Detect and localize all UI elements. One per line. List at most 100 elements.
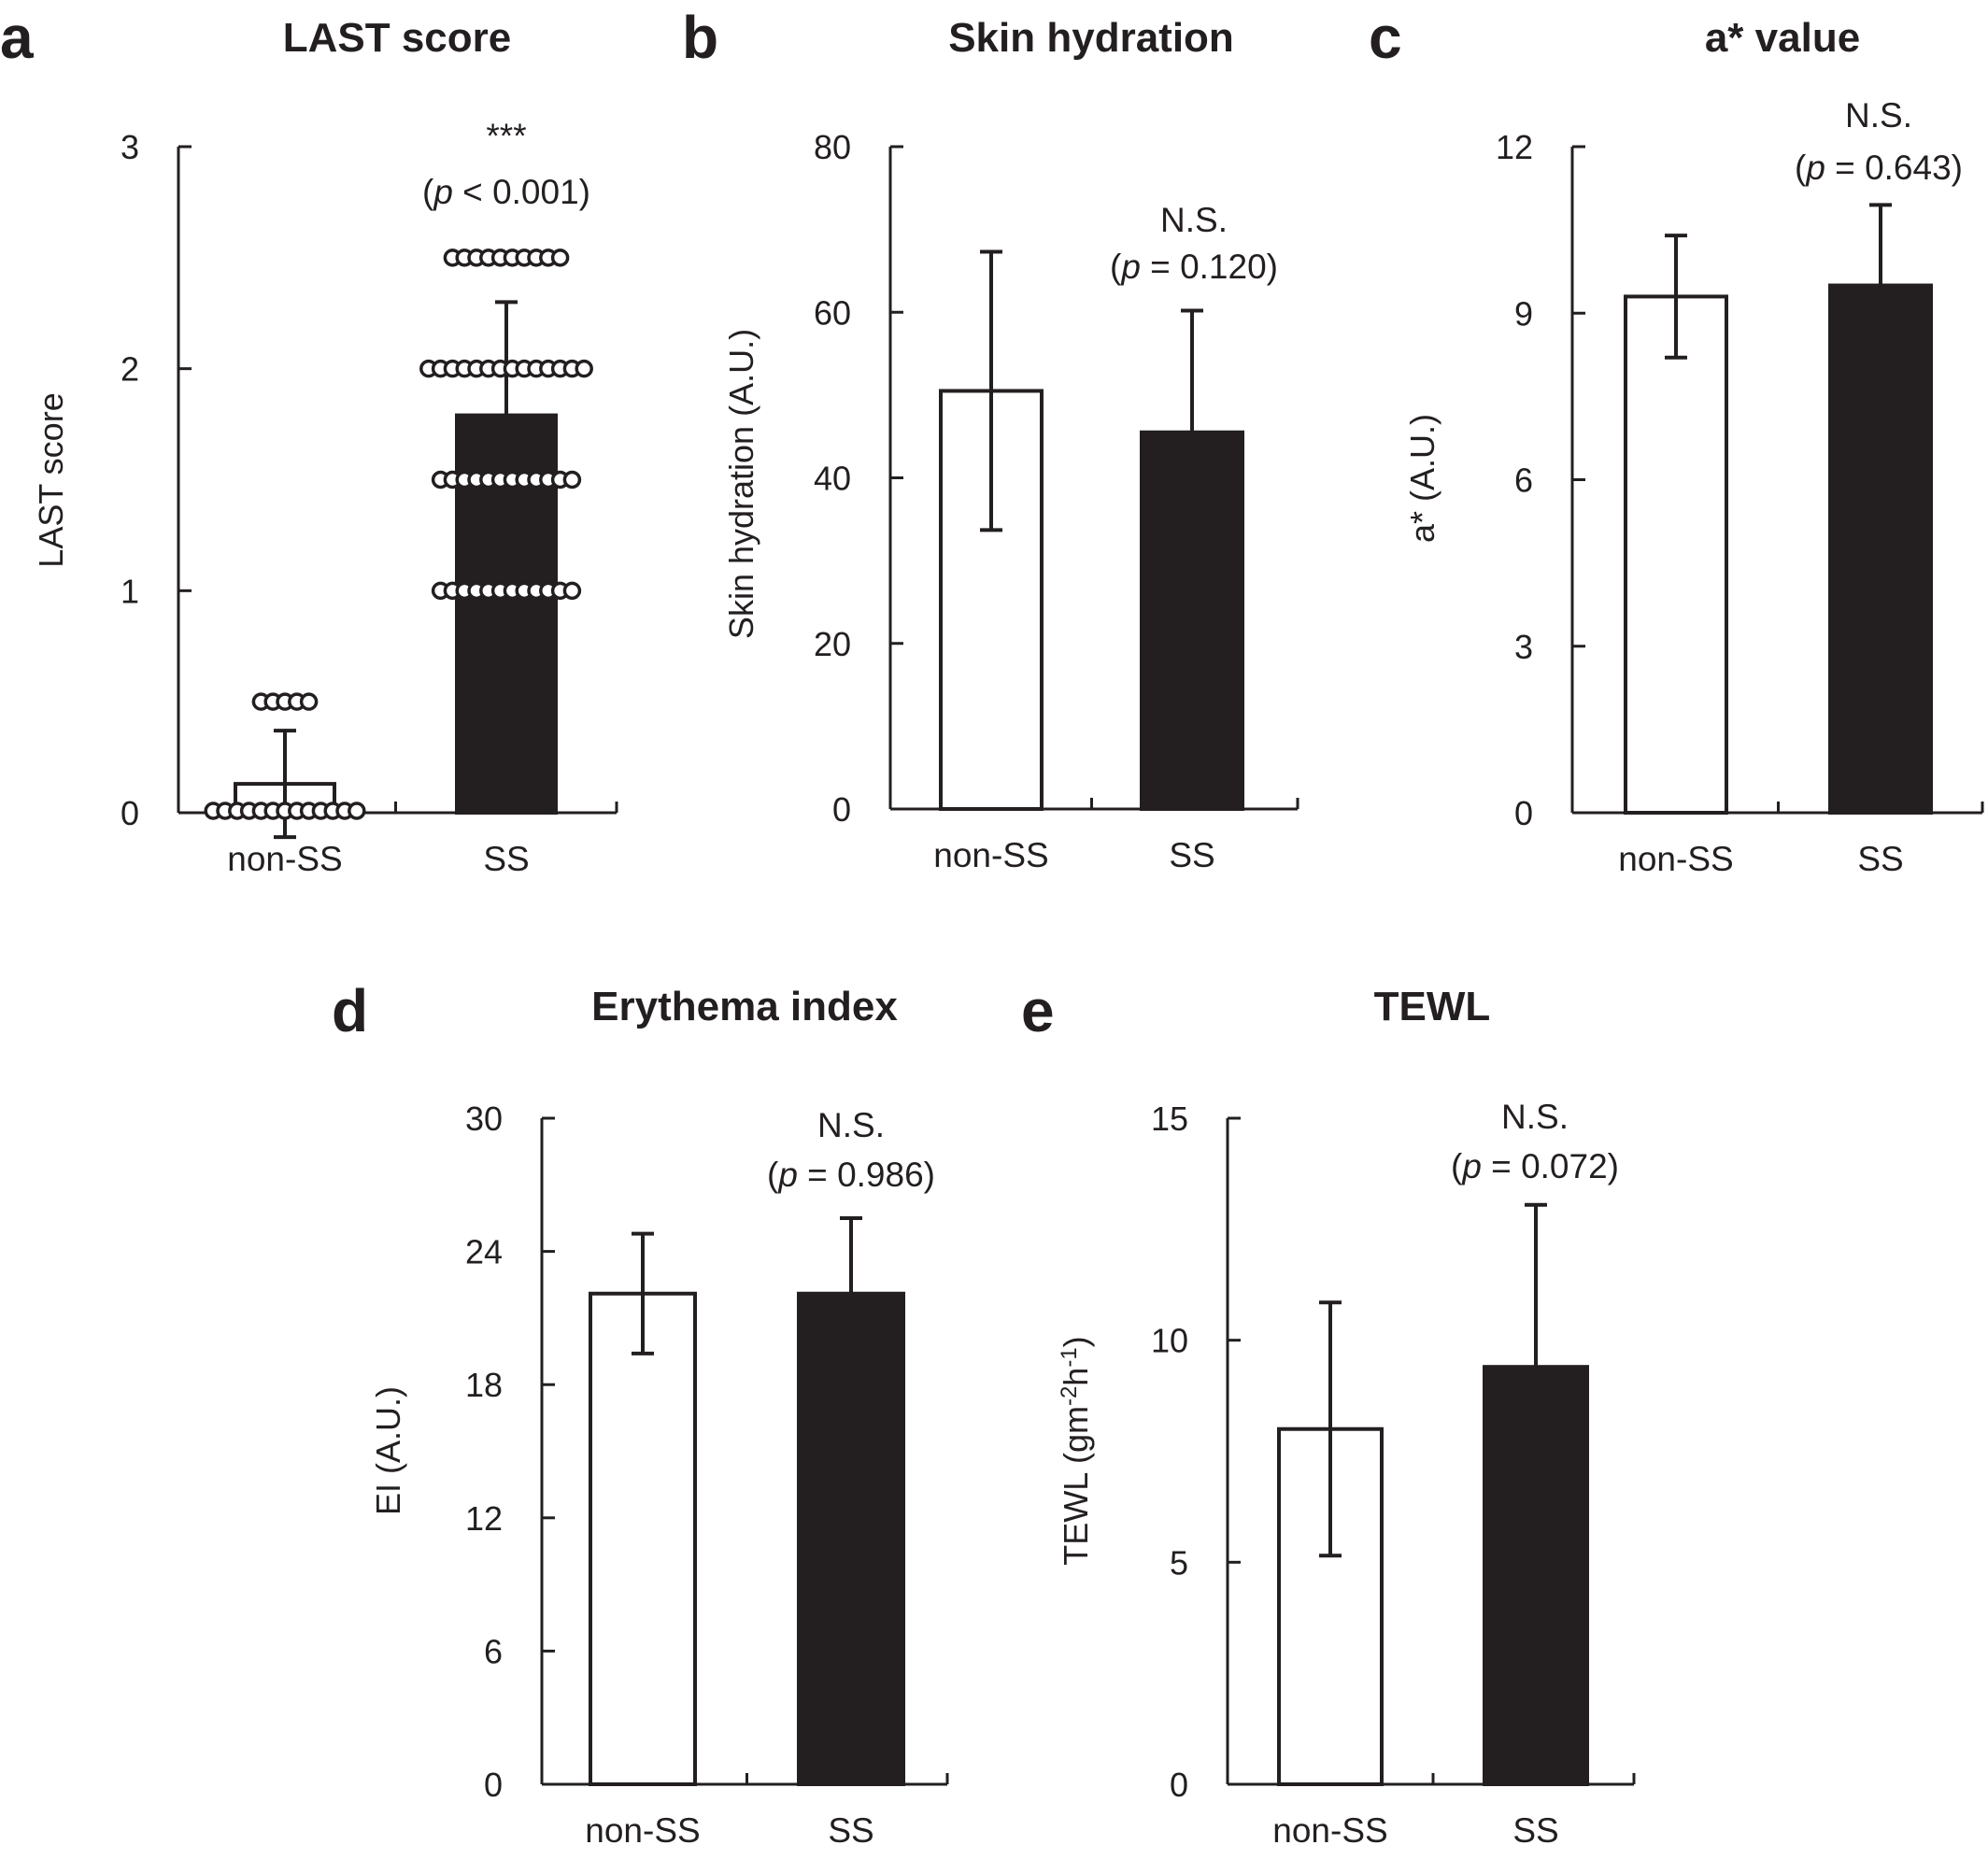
y-axis-title: LAST score xyxy=(32,392,70,567)
panel-title: a* value xyxy=(1705,15,1860,61)
category-label: SS xyxy=(1169,836,1214,874)
p-value-label: (p = 0.120) xyxy=(1110,248,1278,286)
bar-non-SS xyxy=(1624,294,1728,815)
p-value-label: (p = 0.986) xyxy=(767,1156,935,1194)
p-value: = 0.986) xyxy=(798,1156,935,1194)
panel-e: e TEWL TEWL (gm-2h-1) 0 5 10 15 non-SS SS N.S. (p … xyxy=(1021,977,1636,1850)
data-point xyxy=(562,581,582,601)
data-point xyxy=(562,470,582,490)
y-tick-label: 6 xyxy=(484,1632,503,1670)
y-tick-label: 12 xyxy=(465,1499,503,1538)
category-label: SS xyxy=(828,1811,873,1850)
y-axis-title-part: -1 xyxy=(1057,1347,1082,1367)
y-tick-label: 0 xyxy=(1514,794,1533,832)
y-tick-label: 10 xyxy=(1151,1322,1188,1360)
y-tick-label: 12 xyxy=(1496,128,1533,166)
p-symbol: p xyxy=(1805,149,1825,187)
y-tick-label: 80 xyxy=(814,128,851,166)
p-symbol: p xyxy=(777,1156,798,1194)
y-tick-label: 20 xyxy=(814,625,851,663)
panel-title: Erythema index xyxy=(591,984,898,1029)
panel-letter: b xyxy=(682,4,718,71)
p-symbol: p xyxy=(433,173,453,211)
y-tick-label: 40 xyxy=(814,460,851,498)
significance-label: N.S. xyxy=(1501,1098,1569,1136)
y-tick-label: 2 xyxy=(121,350,139,389)
category-label: non-SS xyxy=(585,1811,700,1850)
error-bar xyxy=(632,1231,654,1355)
data-point xyxy=(575,359,593,378)
error-bar xyxy=(980,249,1002,532)
p-value: = 0.120) xyxy=(1141,248,1278,286)
error-bar xyxy=(1869,203,1892,286)
category-label: SS xyxy=(1857,840,1903,878)
y-tick-label: 30 xyxy=(465,1100,503,1138)
bar-SS xyxy=(797,1291,905,1787)
significance-label: *** xyxy=(486,117,526,155)
p-open: ( xyxy=(1110,248,1122,286)
panel-a: a LAST score LAST score 0 1 2 3 non-SS SS *** (p <… xyxy=(0,4,618,878)
y-tick-label: 6 xyxy=(1514,461,1533,500)
p-value: = 0.643) xyxy=(1825,149,1963,187)
y-axis-title-part: TEWL (gm xyxy=(1057,1406,1095,1566)
y-axis-title: a* (A.U.) xyxy=(1403,414,1441,543)
panel-title: LAST score xyxy=(283,15,512,61)
y-tick-label: 0 xyxy=(484,1766,503,1804)
y-tick-label: 3 xyxy=(121,128,139,166)
y-tick-label: 60 xyxy=(814,293,851,332)
error-bar xyxy=(1319,1300,1342,1558)
category-label: non-SS xyxy=(1618,840,1733,878)
y-axis-title-part: ) xyxy=(1057,1336,1095,1347)
panel-d: d Erythema index EI (A.U.) 0 6 12 18 24 30 non-SS… xyxy=(332,977,949,1850)
y-axis-title: EI (A.U.) xyxy=(369,1386,407,1515)
bar-SS xyxy=(1828,283,1933,815)
category-label: non-SS xyxy=(227,840,342,878)
y-axis-title-part: -2 xyxy=(1057,1386,1082,1406)
y-tick-label: 3 xyxy=(1514,628,1533,666)
p-value: = 0.072) xyxy=(1482,1147,1619,1185)
bar-SS xyxy=(1140,430,1244,811)
panel-letter: e xyxy=(1021,977,1055,1044)
bar-SS xyxy=(1483,1365,1589,1786)
error-bar xyxy=(840,1215,862,1294)
panel-letter: a xyxy=(0,4,34,71)
p-symbol: p xyxy=(1461,1147,1482,1185)
p-symbol: p xyxy=(1120,248,1141,286)
y-tick-label: 18 xyxy=(465,1366,503,1404)
panel-letter: d xyxy=(332,977,368,1044)
p-value-label: (p < 0.001) xyxy=(422,173,590,211)
bar-non-SS xyxy=(589,1291,697,1787)
y-tick-label: 0 xyxy=(121,794,139,832)
p-open: ( xyxy=(767,1156,779,1194)
significance-label: N.S. xyxy=(1845,96,1912,135)
y-tick-label: 0 xyxy=(1170,1766,1188,1804)
error-bar xyxy=(1181,308,1203,433)
category-label: SS xyxy=(1512,1811,1558,1850)
panel-title: Skin hydration xyxy=(948,15,1234,61)
y-tick-label: 0 xyxy=(832,790,851,829)
y-tick-label: 24 xyxy=(465,1233,503,1271)
p-open: ( xyxy=(422,173,434,211)
significance-label: N.S. xyxy=(1160,201,1228,239)
error-bar xyxy=(1525,1202,1547,1368)
category-label: SS xyxy=(483,840,529,878)
panel-c: c a* value a* (A.U.) 0 3 6 9 12 non-SS SS N.S. (p =… xyxy=(1369,4,1984,878)
p-value: < 0.001) xyxy=(453,173,590,211)
data-point xyxy=(550,248,570,267)
category-label: non-SS xyxy=(1272,1811,1387,1850)
error-bar xyxy=(1665,234,1687,360)
y-tick-label: 5 xyxy=(1170,1543,1188,1582)
category-label: non-SS xyxy=(933,836,1048,874)
panel-letter: c xyxy=(1369,4,1402,71)
y-tick-label: 15 xyxy=(1151,1100,1188,1138)
data-point xyxy=(348,802,366,820)
y-axis-title-part: h xyxy=(1057,1368,1095,1386)
data-point xyxy=(299,692,319,711)
significance-label: N.S. xyxy=(817,1106,885,1144)
y-tick-label: 9 xyxy=(1514,294,1533,333)
p-value-label: (p = 0.072) xyxy=(1451,1147,1619,1185)
y-axis-title: TEWL (gm-2h-1) xyxy=(1057,1336,1095,1565)
error-bar xyxy=(495,300,518,416)
p-open: ( xyxy=(1795,149,1807,187)
p-open: ( xyxy=(1451,1147,1463,1185)
